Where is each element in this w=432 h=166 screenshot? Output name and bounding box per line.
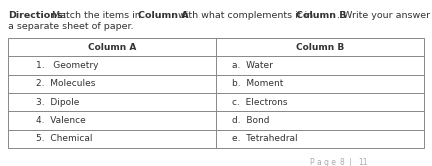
Text: b.  Moment: b. Moment bbox=[232, 79, 283, 88]
Text: Column B: Column B bbox=[296, 11, 346, 20]
Text: 4.  Valence: 4. Valence bbox=[36, 116, 86, 125]
Text: 1.   Geometry: 1. Geometry bbox=[36, 61, 98, 70]
Text: Column A: Column A bbox=[138, 11, 189, 20]
Text: Column B: Column B bbox=[296, 43, 344, 52]
Text: with what complements it in: with what complements it in bbox=[178, 11, 313, 20]
Text: P a g e: P a g e bbox=[310, 158, 336, 166]
Text: e.  Tetrahedral: e. Tetrahedral bbox=[232, 134, 298, 143]
Text: Directions:: Directions: bbox=[8, 11, 67, 20]
Bar bbox=[8, 38, 424, 148]
Text: Column A: Column A bbox=[88, 43, 136, 52]
Text: c.  Electrons: c. Electrons bbox=[232, 98, 288, 107]
Text: a separate sheet of paper.: a separate sheet of paper. bbox=[8, 22, 133, 31]
Text: 5.  Chemical: 5. Chemical bbox=[36, 134, 92, 143]
Text: 3.  Dipole: 3. Dipole bbox=[36, 98, 79, 107]
Text: 8: 8 bbox=[340, 158, 345, 166]
Text: . Write your answer on: . Write your answer on bbox=[337, 11, 432, 20]
Text: |: | bbox=[347, 158, 354, 166]
Text: 11: 11 bbox=[358, 158, 368, 166]
Text: d.  Bond: d. Bond bbox=[232, 116, 270, 125]
Text: a.  Water: a. Water bbox=[232, 61, 273, 70]
Text: 2.  Molecules: 2. Molecules bbox=[36, 79, 95, 88]
Text: Match the items in: Match the items in bbox=[52, 11, 141, 20]
